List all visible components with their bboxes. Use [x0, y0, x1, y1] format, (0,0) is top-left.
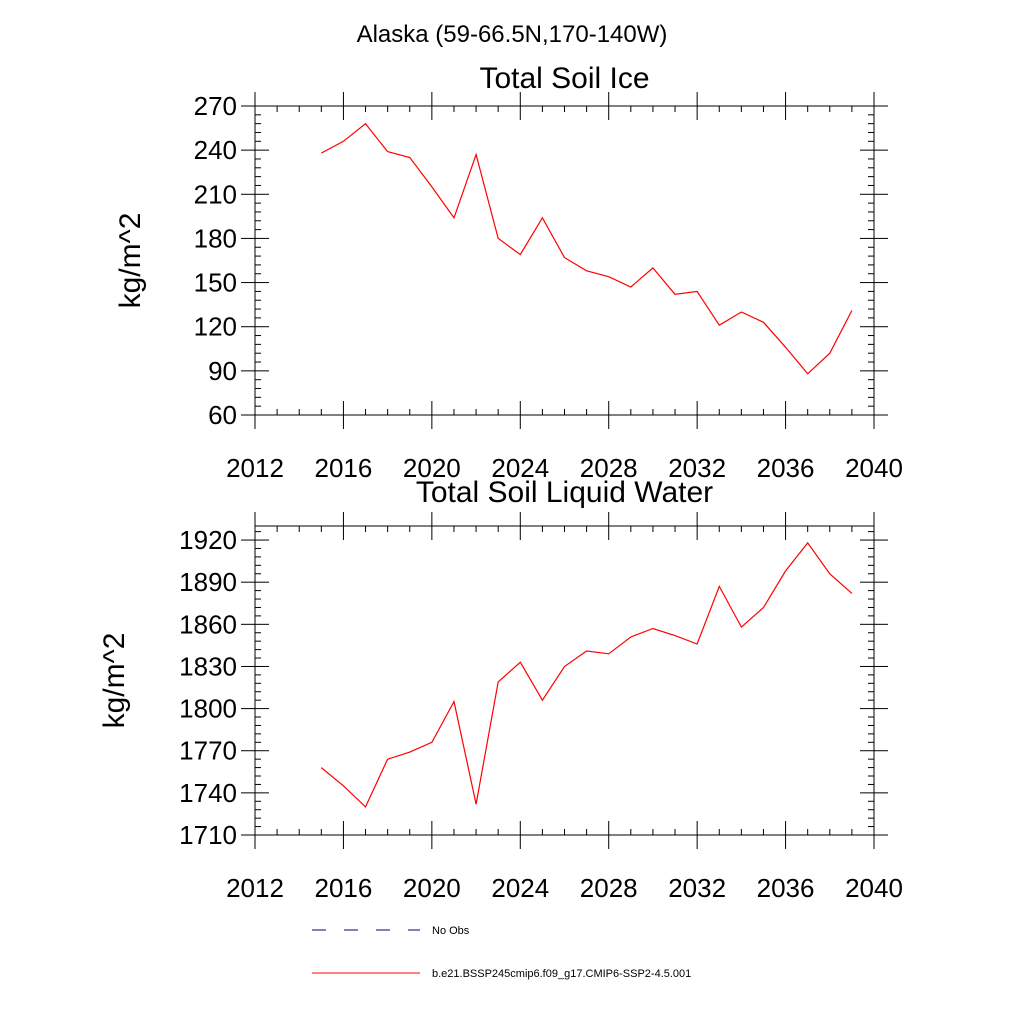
- x-tick-label: 2016: [315, 453, 373, 483]
- y-tick-label: 90: [208, 356, 237, 386]
- chart-title: Total Soil Liquid Water: [416, 476, 713, 509]
- y-tick-label: 1800: [179, 694, 237, 724]
- y-tick-label: 240: [194, 135, 237, 165]
- x-tick-label: 2024: [491, 873, 549, 903]
- chart-panels: Total Soil Ice kg/m^2 2012 2016 2020 2024 2028…: [98, 62, 903, 903]
- y-tick-label: 60: [208, 400, 237, 430]
- y-tick-label: 1740: [179, 778, 237, 808]
- y-tick-label: 1890: [179, 567, 237, 597]
- x-tick-label: 2032: [668, 453, 726, 483]
- x-tick-label: 2024: [491, 453, 549, 483]
- y-axis-title: kg/m^2: [98, 633, 131, 729]
- legend-label-no-obs: No Obs: [432, 925, 470, 937]
- plot-frame: [254, 525, 875, 836]
- x-tick-label: 2020: [403, 453, 461, 483]
- x-tick-label: 2012: [226, 873, 284, 903]
- series-line-1: [320, 541, 853, 808]
- x-tick-label: 2036: [757, 453, 815, 483]
- y-tick-label: 1830: [179, 651, 237, 681]
- x-tick-label: 2028: [580, 453, 638, 483]
- chart-panel-2: Total Soil Liquid Water kg/m^2 2012 2016 202…: [98, 476, 903, 903]
- y-tick-label: 120: [194, 312, 237, 342]
- x-tick-label: 2040: [845, 453, 903, 483]
- y-tick-label: 1920: [179, 525, 237, 555]
- y-tick-label: 1710: [179, 820, 237, 850]
- x-tick-label: 2036: [757, 873, 815, 903]
- x-tick-label: 2032: [668, 873, 726, 903]
- chart-title: Total Soil Ice: [479, 62, 649, 95]
- x-tick-label: 2016: [315, 873, 373, 903]
- x-tick-label: 2040: [845, 873, 903, 903]
- y-tick-label: 1770: [179, 736, 237, 766]
- x-tick-label: 2012: [226, 453, 284, 483]
- y-tick-label: 1860: [179, 609, 237, 639]
- chart-panel-1: Total Soil Ice kg/m^2 2012 2016 2020 2024 2028…: [114, 62, 903, 483]
- y-tick-label: 180: [194, 223, 237, 253]
- x-tick-label: 2020: [403, 873, 461, 903]
- series-line-1: [321, 122, 853, 375]
- y-tick-label: 270: [194, 91, 237, 121]
- figure-title: Alaska (59-66.5N,170-140W): [357, 21, 668, 48]
- legend-label-model-run: b.e21.BSSP245cmip6.f09_g17.CMIP6-SSP2-4.…: [432, 968, 691, 980]
- legend: No Obs b.e21.BSSP245cmip6.f09_g17.CMIP6-…: [312, 925, 691, 980]
- y-axis-title: kg/m^2: [114, 213, 147, 309]
- y-tick-label: 150: [194, 268, 237, 298]
- x-tick-label: 2028: [580, 873, 638, 903]
- plot-frame: [254, 105, 875, 416]
- y-tick-label: 210: [194, 179, 237, 209]
